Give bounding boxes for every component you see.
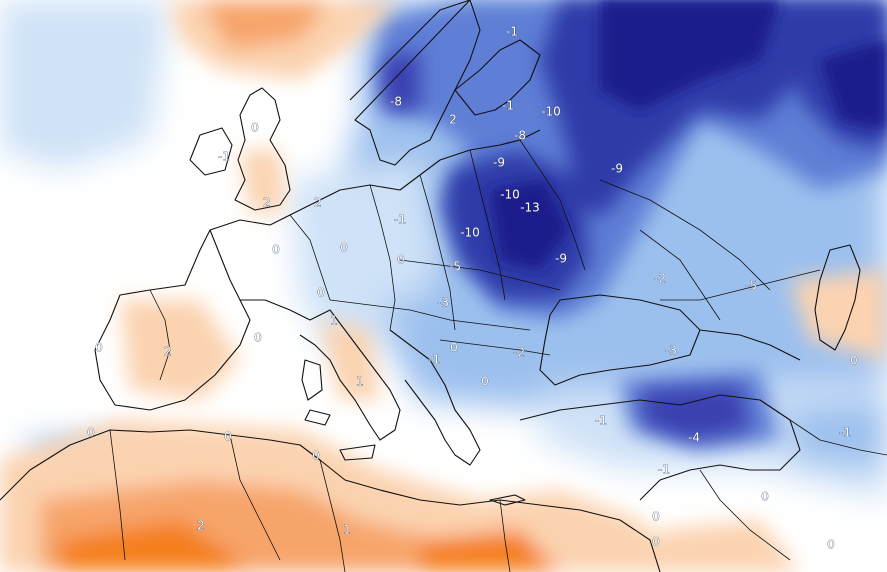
anomaly-value-label: 2 [314,196,322,210]
anomaly-value-label: 2 [449,113,457,127]
anomaly-value-label: 2 [164,345,172,359]
anomaly-value-label: 0 [652,510,660,524]
anomaly-value-label: -1 [428,353,440,367]
anomaly-value-label: -9 [555,252,567,266]
anomaly-value-label: -2 [654,272,666,286]
country-borders [109,139,887,572]
anomaly-value-label: 0 [312,449,320,463]
anomaly-value-label: 0 [827,538,835,552]
anomaly-value-label: 0 [254,331,262,345]
anomaly-value-label: 1 [343,523,351,537]
anomaly-value-label: 0 [95,341,103,355]
anomaly-value-label: 0 [397,253,405,267]
anomaly-value-label: 0 [251,121,259,135]
anomaly-value-label: 0 [652,535,660,549]
anomaly-value-label: -1 [839,426,851,440]
anomaly-value-label: -3 [665,344,677,358]
anomaly-value-label: -8 [514,129,526,143]
anomaly-value-label: -1 [394,213,406,227]
anomaly-value-label: -9 [493,156,505,170]
anomaly-labels: -1-82-1 -10-80-1 -9 -92 2-10-13-1-100 0-90 -5-… [87,24,858,552]
anomaly-value-label: 0 [87,426,95,440]
anomaly-value-label: 1 [356,375,364,389]
anomaly-value-label: -1 [506,25,518,39]
anomaly-value-label: -9 [611,162,623,176]
anomaly-value-label: -10 [541,105,561,119]
anomaly-value-label: -3 [437,296,449,310]
anomaly-value-label: -1 [218,150,230,164]
anomaly-value-label: -5 [745,279,757,293]
anomaly-value-label: 0 [481,375,489,389]
anomaly-value-label: -2 [513,346,525,360]
anomaly-value-label: 1 [330,314,338,328]
anomaly-value-label: 0 [340,241,348,255]
anomaly-value-label: 0 [850,354,858,368]
anomaly-value-label: -1 [658,463,670,477]
anomaly-value-label: -10 [460,226,480,240]
deep-cold-core [490,0,887,270]
anomaly-value-label: -1 [502,99,514,113]
anomaly-value-label: 0 [224,430,232,444]
anomaly-value-label: -1 [595,414,607,428]
anomaly-value-label: 2 [263,196,271,210]
anomaly-value-label: -5 [449,260,461,274]
anomaly-value-label: -13 [520,201,540,215]
anomaly-value-label: 0 [761,490,769,504]
anomaly-value-label: -4 [688,431,700,445]
anomaly-value-label: 0 [317,286,325,300]
anomaly-value-label: 0 [272,243,280,257]
anomaly-value-label: -10 [500,188,520,202]
anomaly-value-label: 2 [197,519,205,533]
anomaly-value-label: -8 [390,95,402,109]
anomaly-value-label: 0 [450,341,458,355]
